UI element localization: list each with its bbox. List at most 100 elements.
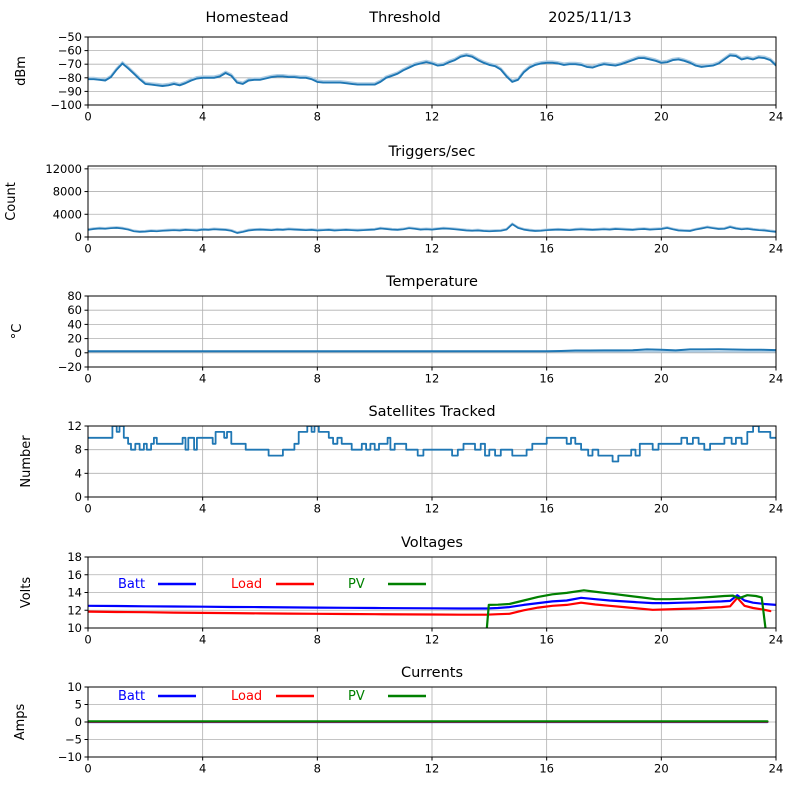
chart-voltages: Voltages Volts 0 4 8 12 16 20 24 10 12 14 16 18 Batt… [19,535,783,647]
x-tick-label: 24 [769,372,784,386]
x-tick-label: 0 [84,372,91,386]
x-tick-label: 12 [425,633,440,647]
x-tick-label: 24 [769,110,784,124]
y-tick-label: −100 [50,98,82,112]
threshold-signal-line [88,54,776,87]
triggers-rate-line [88,223,776,234]
x-tick-label: 12 [425,242,440,256]
x-tick-label: 12 [425,110,440,124]
chart-title: Triggers/sec [388,144,476,160]
chart-triggers: Triggers/sec Count 0 4 8 12 16 20 24 0 4000 8000 1… [4,144,783,256]
chart-title: Currents [401,665,463,681]
x-tick-label: 8 [314,633,321,647]
y-tick-label: −90 [58,84,82,98]
axis-ticks: 0 4 8 12 16 20 24 10 12 14 16 18 [67,550,783,647]
x-tick-label: 24 [769,633,784,647]
y-axis-label: Count [4,182,19,221]
x-tick-label: 24 [769,502,784,516]
legend: Batt Load PV [118,577,426,592]
satellites-tracked-line [88,426,776,463]
axis-ticks: 0 4 8 12 16 20 24 −100−90−80−70−60−50 [50,30,783,124]
y-tick-label: 18 [67,550,82,564]
legend-label-load: Load [231,577,262,592]
x-tick-label: 20 [654,502,669,516]
voltages-load-line [88,596,772,616]
y-axis-label: dBm [14,56,29,86]
axis-ticks: 0 4 8 12 16 20 24 0 4 8 12 [67,419,783,516]
series-group [88,348,776,353]
series-group [88,720,769,724]
x-tick-label: 4 [199,372,206,386]
chart-title: Temperature [385,274,478,290]
y-axis-label: Volts [19,577,34,609]
y-axis-label: Amps [13,703,28,740]
chart-title-left: Homestead [205,10,288,26]
x-tick-label: 4 [199,762,206,776]
y-tick-label: 4 [75,466,82,480]
chart-plot-area: 0 4 8 12 16 20 24 0 4000 8000 12000 [45,162,783,256]
y-tick-label: 12 [67,419,82,433]
x-tick-label: 0 [84,242,91,256]
y-tick-label: 80 [67,289,82,303]
series-group [88,426,776,463]
x-tick-label: 20 [654,633,669,647]
y-tick-label: 10 [67,621,82,635]
x-tick-label: 8 [314,502,321,516]
grid-lines [87,36,777,106]
x-tick-label: 20 [654,242,669,256]
x-tick-label: 12 [425,372,440,386]
legend-label-load: Load [231,689,262,704]
y-tick-label: 8000 [53,185,82,199]
series-group [88,589,776,628]
y-tick-label: 20 [67,332,82,346]
chart-plot-area: 0 4 8 12 16 20 24 −10 −5 0 5 10 Batt Load PV [58,680,784,776]
y-tick-label: 12000 [45,162,82,176]
chart-title: Voltages [401,535,463,551]
chart-title-center: Threshold [368,10,440,26]
x-tick-label: 16 [539,110,554,124]
x-tick-label: 20 [654,372,669,386]
x-tick-label: 4 [199,502,206,516]
legend: Batt Load PV [118,689,426,704]
y-tick-label: −20 [58,360,82,374]
y-axis-label: °C [10,324,25,340]
y-tick-label: 12 [67,603,82,617]
y-tick-label: 5 [75,698,82,712]
chart-plot-area: 0 4 8 12 16 20 24 0 4 8 12 [67,419,783,516]
chart-threshold: Homestead Threshold 2025/11/13 dBm 0 4 8 12… [14,10,783,124]
x-tick-label: 8 [314,110,321,124]
axis-ticks: 0 4 8 12 16 20 24 −10 −5 0 5 10 [58,680,784,776]
x-tick-label: 24 [769,762,784,776]
y-tick-label: 60 [67,303,82,317]
y-tick-label: 16 [67,568,82,582]
chart-plot-area: 0 4 8 12 16 20 24 −100−90−80−70−60−50 [50,30,783,124]
x-tick-label: 4 [199,242,206,256]
y-tick-label: 10 [67,680,82,694]
temperature-temp-line [88,348,776,353]
x-tick-label: 4 [199,110,206,124]
y-tick-label: −5 [65,733,82,747]
threshold-max-line [88,52,776,86]
y-tick-label: 0 [75,230,82,244]
x-tick-label: 4 [199,633,206,647]
y-tick-label: 0 [75,715,82,729]
series-group [88,52,776,87]
y-tick-label: 4000 [53,207,82,221]
y-tick-label: 0 [75,346,82,360]
y-tick-label: −80 [58,71,82,85]
chart-satellites: Satellites Tracked Number 0 4 8 12 16 20 24 0 4 8… [19,404,783,516]
y-axis-label: Number [19,435,34,488]
series-group [88,222,776,234]
x-tick-label: 20 [654,762,669,776]
x-tick-label: 0 [84,502,91,516]
grid-lines [87,295,777,368]
x-tick-label: 0 [84,110,91,124]
x-tick-label: 16 [539,502,554,516]
y-tick-label: 14 [67,586,82,600]
voltages-pv-line [485,589,767,628]
legend-label-pv: PV [348,689,365,704]
y-tick-label: 40 [67,317,82,331]
